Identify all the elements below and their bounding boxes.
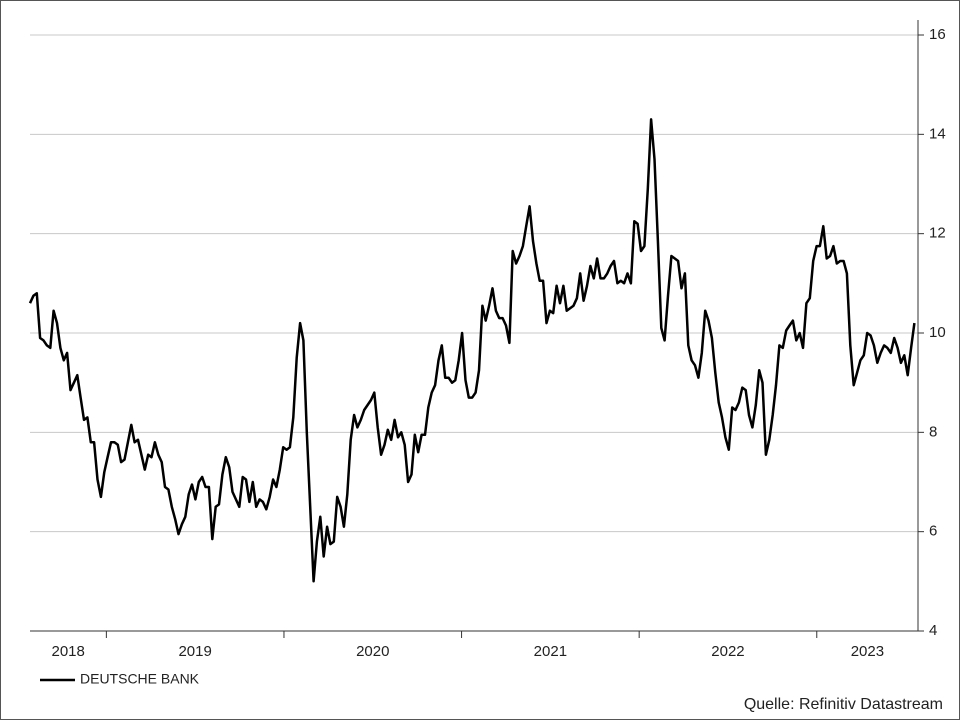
x-tick-label: 2022 xyxy=(711,643,744,660)
x-tick-label: 2020 xyxy=(356,643,389,660)
price-line xyxy=(28,118,916,583)
y-tick-label: 6 xyxy=(929,523,937,540)
x-tick-label: 2023 xyxy=(851,643,884,660)
y-tick-label: 4 xyxy=(929,622,937,639)
y-tick-label: 16 xyxy=(929,26,946,43)
x-tick-label: 2018 xyxy=(51,643,84,660)
x-tick-label: 2021 xyxy=(534,643,567,660)
x-tick-label: 2019 xyxy=(178,643,211,660)
y-tick-label: 12 xyxy=(929,225,946,242)
source-note: Quelle: Refinitiv Datastream xyxy=(744,696,943,713)
y-tick-label: 14 xyxy=(929,125,946,142)
legend-label: DEUTSCHE BANK xyxy=(80,671,200,687)
y-tick-label: 8 xyxy=(929,423,937,440)
y-tick-label: 10 xyxy=(929,324,946,341)
